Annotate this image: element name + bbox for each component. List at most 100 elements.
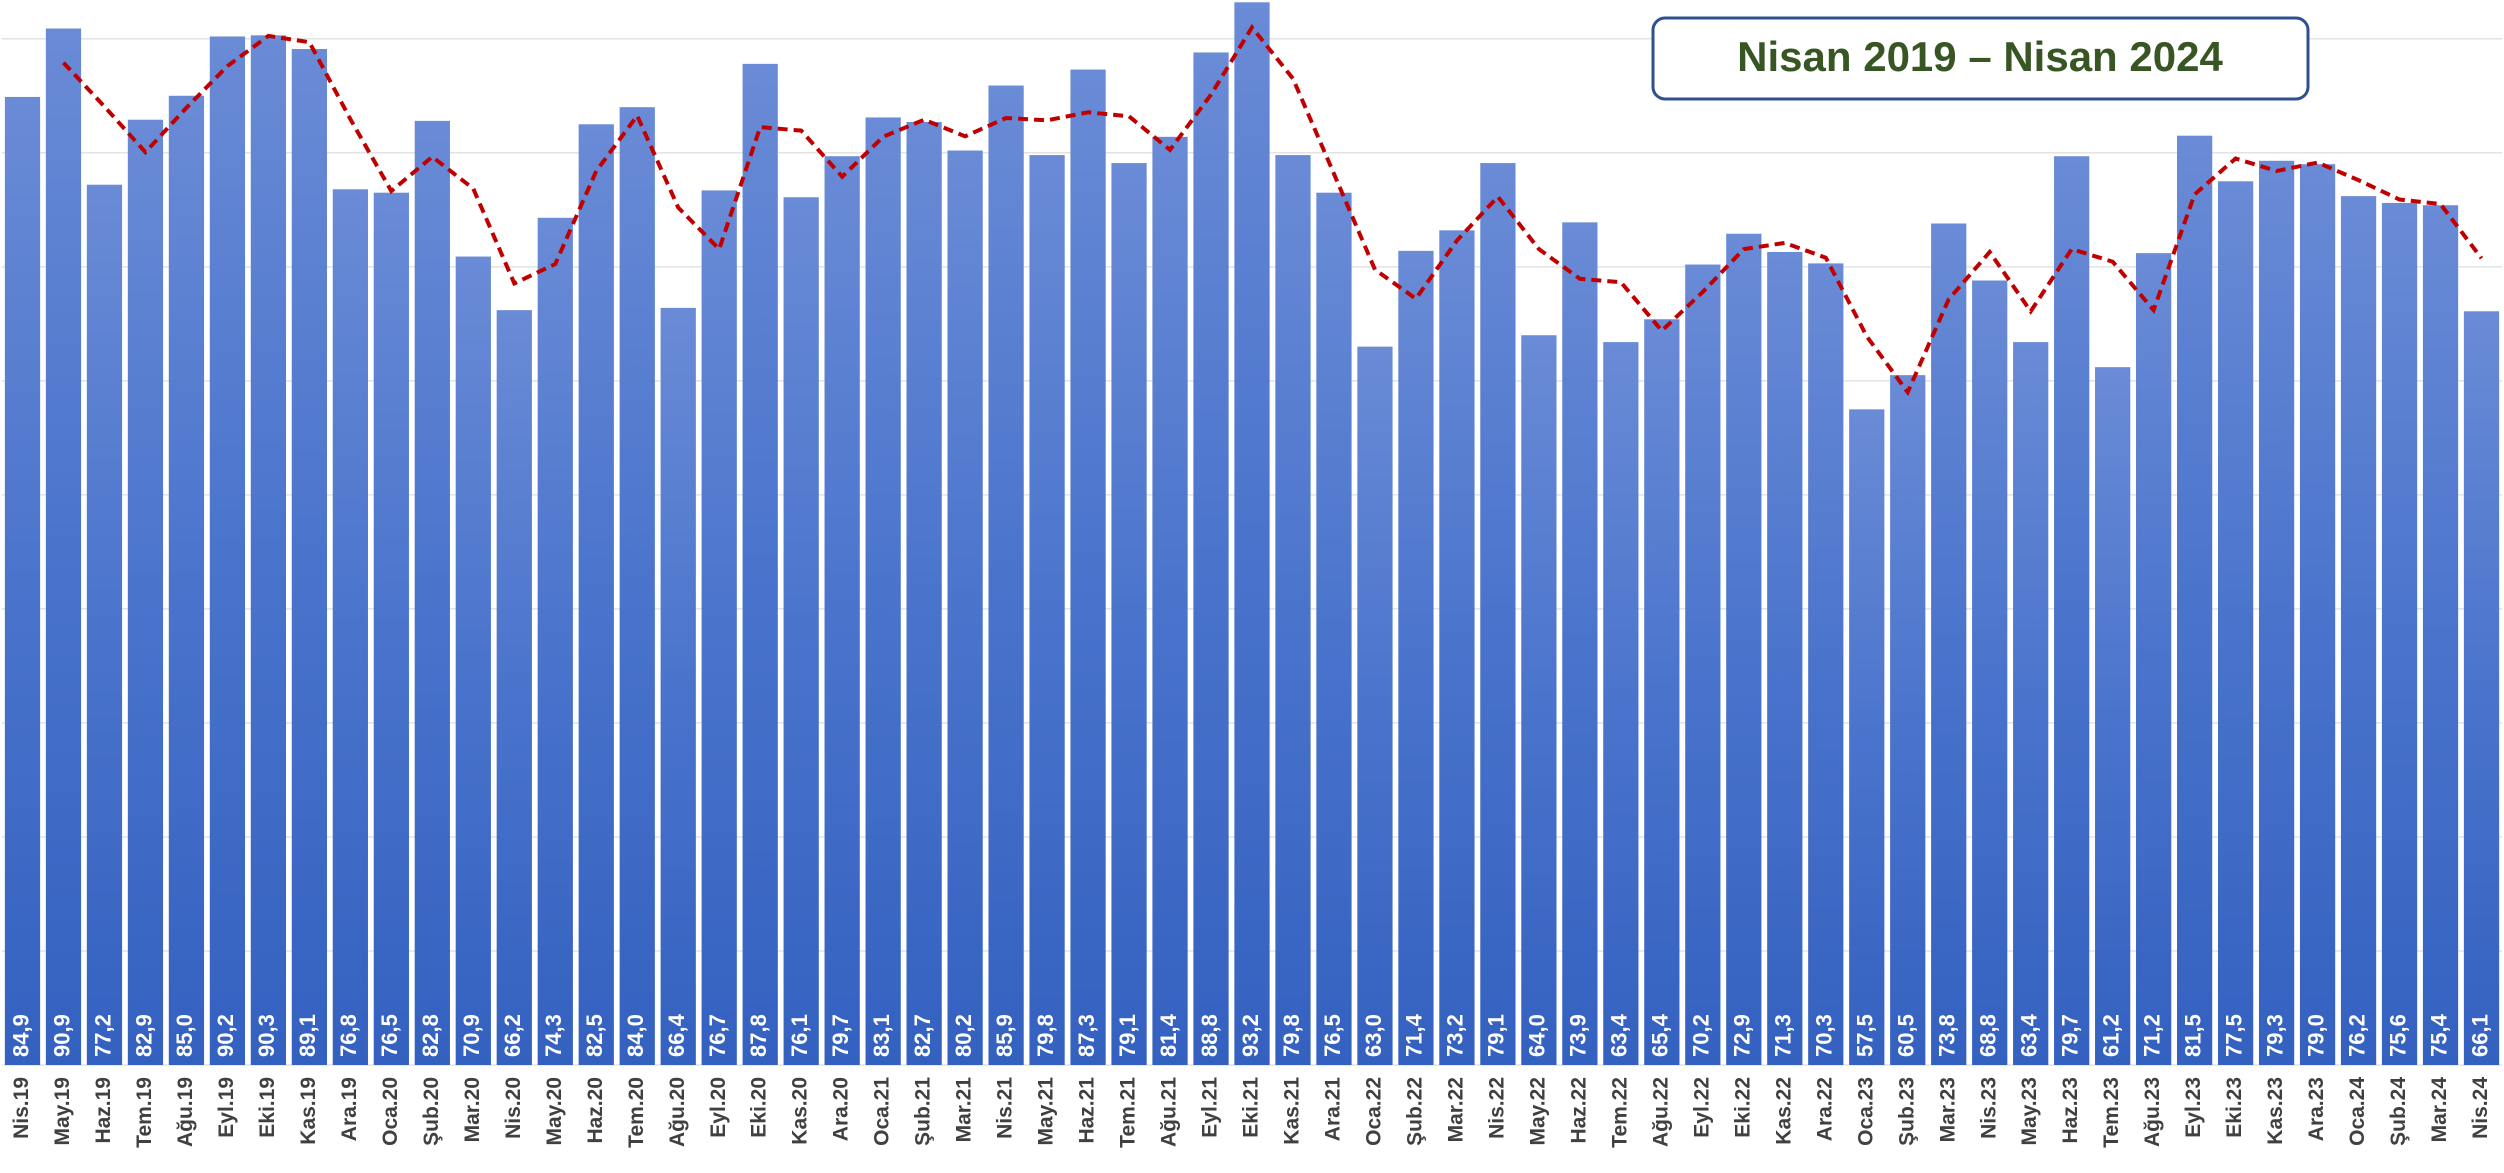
x-tick-label: Nis.20 <box>502 1077 525 1139</box>
bar <box>127 119 164 1065</box>
bar <box>2340 196 2377 1065</box>
value-label: 90,3 <box>254 1014 279 1057</box>
bar <box>250 35 287 1065</box>
value-label: 79,7 <box>828 1014 853 1057</box>
x-tick-label: Şub.21 <box>912 1077 935 1146</box>
x-tick-label: Mar.20 <box>461 1077 484 1142</box>
value-label: 84,0 <box>623 1014 648 1057</box>
x-tick-label: Mar.23 <box>1936 1077 1959 1142</box>
bar <box>865 117 901 1065</box>
bar <box>2299 164 2336 1065</box>
value-label: 89,1 <box>295 1014 320 1057</box>
bar <box>455 256 491 1065</box>
value-label: 57,5 <box>1853 1014 1878 1057</box>
value-label: 79,8 <box>1033 1014 1058 1057</box>
bar <box>1849 409 1885 1065</box>
value-label: 75,4 <box>2426 1013 2451 1057</box>
value-label: 63,4 <box>2017 1013 2042 1057</box>
bar <box>168 95 205 1065</box>
x-tick-label: Tem.21 <box>1117 1077 1140 1148</box>
x-tick-label: May.22 <box>1526 1077 1549 1146</box>
x-tick-label: Eki.20 <box>748 1077 771 1138</box>
x-tick-label: Ara.21 <box>1322 1077 1345 1142</box>
bar <box>1521 335 1557 1065</box>
bar <box>2463 311 2500 1065</box>
x-tick-label: Eyl.20 <box>707 1077 730 1138</box>
value-label: 71,3 <box>1771 1014 1796 1057</box>
value-label: 71,4 <box>1402 1013 1427 1057</box>
value-label: 63,0 <box>1361 1014 1386 1057</box>
value-label: 79,8 <box>1279 1014 1304 1057</box>
value-label: 76,7 <box>705 1014 730 1057</box>
x-tick-label: Oca.21 <box>871 1077 894 1146</box>
value-label: 88,8 <box>1197 1014 1222 1057</box>
bar <box>660 307 696 1065</box>
bar <box>2013 342 2049 1065</box>
trend-line-layer <box>62 23 2484 397</box>
bar <box>1275 155 1311 1065</box>
x-tick-label: Mar.24 <box>2428 1077 2451 1143</box>
bar <box>1398 250 1434 1065</box>
value-label: 80,2 <box>951 1014 976 1057</box>
bar <box>1562 222 1598 1066</box>
x-tick-label: Ağu.20 <box>666 1077 689 1147</box>
x-tick-label: Oca.20 <box>379 1077 402 1146</box>
x-tick-label: Kas.20 <box>789 1077 812 1145</box>
bar <box>742 63 778 1066</box>
x-tick-label: Eki.22 <box>1731 1077 1754 1138</box>
x-tick-label: Eyl.19 <box>215 1077 238 1138</box>
x-tick-label: Ağu.22 <box>1649 1077 1672 1147</box>
x-tick-label: Ara.20 <box>830 1077 853 1141</box>
value-label: 72,9 <box>1730 1014 1755 1057</box>
value-label: 64,0 <box>1525 1014 1550 1057</box>
bar <box>1029 155 1065 1065</box>
bar <box>414 120 450 1065</box>
bar <box>2217 181 2254 1066</box>
value-label: 85,9 <box>992 1014 1017 1057</box>
value-label: 71,2 <box>2139 1014 2164 1057</box>
x-tick-label: Haz.19 <box>92 1077 115 1144</box>
bar <box>1193 52 1229 1065</box>
bar <box>1316 192 1352 1065</box>
value-label: 77,5 <box>2221 1014 2246 1057</box>
bar <box>1767 251 1803 1066</box>
x-tick-label: May.21 <box>1035 1077 1058 1146</box>
bar <box>86 184 123 1066</box>
bar <box>1111 163 1147 1065</box>
x-tick-label: Ağu.21 <box>1158 1077 1181 1147</box>
bar <box>619 107 655 1066</box>
x-tick-label: Kas.19 <box>297 1077 320 1145</box>
value-label: 66,4 <box>664 1013 689 1057</box>
bar <box>906 122 942 1065</box>
bar <box>1439 230 1475 1065</box>
bar <box>2095 367 2131 1066</box>
x-tick-label: Kas.22 <box>1772 1077 1795 1145</box>
bar <box>1070 69 1106 1066</box>
bar <box>824 156 860 1065</box>
bar <box>2258 160 2295 1065</box>
x-tick-label: Tem.22 <box>1608 1077 1631 1148</box>
bar <box>1480 163 1516 1065</box>
x-tick-label: Nis.23 <box>1977 1077 2000 1139</box>
bar <box>1685 264 1721 1065</box>
bar <box>373 192 409 1065</box>
value-label: 73,2 <box>1443 1014 1468 1057</box>
value-label: 87,8 <box>746 1014 771 1057</box>
value-label: 70,2 <box>1689 1014 1714 1057</box>
x-tick-label: May.19 <box>51 1077 74 1146</box>
value-label: 70,3 <box>1812 1014 1837 1057</box>
x-tick-label: Ara.22 <box>1813 1077 1836 1141</box>
value-label: 61,2 <box>2098 1014 2123 1057</box>
bar <box>4 96 41 1065</box>
bar <box>1603 342 1639 1065</box>
value-label: 63,4 <box>1607 1013 1632 1057</box>
value-label: 83,1 <box>869 1014 894 1057</box>
bar <box>332 189 368 1065</box>
x-tick-label: Ağu.19 <box>174 1077 197 1147</box>
x-tick-label: Nis.19 <box>10 1077 33 1139</box>
x-tick-label: Kas.21 <box>1281 1077 1304 1145</box>
value-label: 76,5 <box>1320 1014 1345 1057</box>
bar <box>1808 263 1844 1065</box>
value-label: 76,2 <box>2344 1014 2369 1057</box>
